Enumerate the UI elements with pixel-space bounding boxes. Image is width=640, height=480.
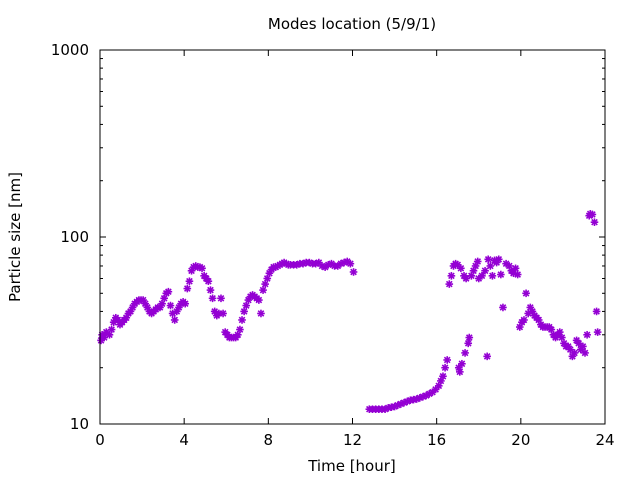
y-tick-label: 1000 [51,41,89,59]
data-point [520,316,528,324]
data-point [441,363,449,372]
data-point [526,303,535,312]
x-tick-label: 12 [343,431,362,449]
data-point [183,284,192,293]
y-axis-label: Particle size [nm] [6,172,24,302]
data-point [494,255,503,264]
data-point [588,210,597,219]
x-tick-label: 4 [179,431,189,449]
data-point [181,299,190,308]
data-point [185,277,194,286]
data-point [513,270,522,279]
data-point [484,255,493,264]
data-point [486,262,495,270]
data-point [170,316,179,324]
data-point [481,266,489,275]
data-point [488,272,497,280]
data-point [158,299,166,308]
data-point [443,356,451,364]
data-point [217,294,225,303]
data-point [499,303,507,312]
data-point [458,359,466,368]
data-point [349,268,358,276]
x-axis-label: Time [hour] [307,457,396,475]
data-point [168,309,177,318]
data-point [100,333,109,342]
data-point [259,286,267,294]
data-point [465,333,474,342]
data-point [467,272,476,280]
data-points [97,210,602,413]
data-point [206,286,215,294]
data-point [478,272,486,280]
data-point [593,328,602,336]
data-point [464,339,473,348]
data-point [456,368,464,376]
data-point [198,264,206,273]
data-point [583,330,591,339]
data-point [166,301,175,310]
data-point [462,274,470,283]
data-point [107,325,116,334]
data-point [208,294,217,303]
data-point [346,259,355,268]
data-point [592,307,601,316]
data-point [590,218,599,226]
data-point [240,307,248,316]
data-point [457,264,465,273]
data-point [445,280,454,288]
data-point [511,264,520,273]
data-point [447,272,456,280]
axes: 0 4 8 12 16 20 24 10 100 1000 [51,41,615,449]
data-point [555,328,564,336]
data-point [558,333,566,342]
data-point [204,277,213,286]
data-point [497,270,505,279]
y-tick-label: 10 [70,415,89,433]
data-point [579,342,587,351]
x-tick-label: 16 [427,431,446,449]
data-point [439,372,447,381]
data-point [261,280,269,288]
data-point [483,352,491,361]
data-point [257,309,265,318]
data-point [581,349,589,357]
x-tick-label: 8 [264,431,274,449]
data-point [219,309,227,318]
data-point [236,325,244,334]
x-tick-label: 20 [511,431,530,449]
x-tick-label: 0 [95,431,105,449]
y-tick-label: 100 [60,228,89,246]
x-tick-label: 24 [595,431,614,449]
data-point [242,301,251,310]
data-point [164,287,173,296]
data-point [238,316,246,324]
plot-frame [99,49,606,425]
data-point [255,296,263,304]
data-point [473,257,482,266]
data-point [522,289,530,298]
data-point [570,349,579,357]
data-point [461,349,469,357]
chart-title: Modes location (5/9/1) [268,15,436,33]
